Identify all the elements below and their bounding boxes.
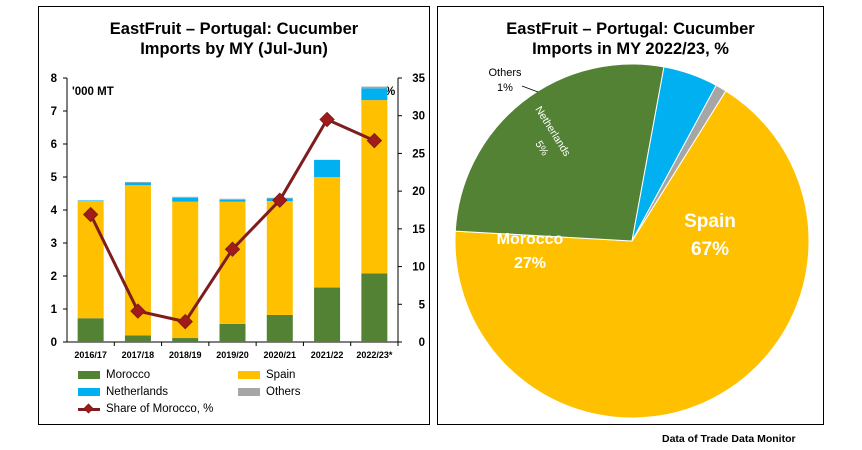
pie-slice-others [631,84,727,242]
right-tick-label: 10 [412,262,425,274]
bar-segment-spain [266,201,293,315]
legend-item-netherlands: Netherlands [78,386,168,398]
left-tick-label: 1 [51,304,58,316]
legend-swatch-netherlands [78,388,100,396]
left-tick-label: 6 [51,139,57,151]
bar-segment-netherlands [314,159,341,177]
left-tick-label: 4 [51,205,58,217]
legend-swatch-spain [238,371,260,379]
left-tick-label: 7 [51,106,57,118]
bar-segment-netherlands [361,88,388,101]
pie-label-others: Others [488,67,522,79]
bar-segment-morocco [124,335,151,342]
x-tick-label: 2016/17 [74,350,107,360]
legend-swatch-others [238,388,260,396]
x-tick-label: 2021/22 [311,350,344,360]
right-tick-label: 20 [412,186,425,198]
legend-label-netherlands: Netherlands [106,386,169,398]
legend-item-others: Others [238,386,301,398]
right-tick-label: 5 [419,299,426,311]
pie-value-spain: 67% [691,239,729,260]
left-axis-unit-label: '000 MT [72,86,114,98]
left-tick-label: 0 [51,337,57,349]
bar-segment-morocco [266,314,293,342]
bar-segment-netherlands [172,197,199,202]
x-tick-label: 2020/21 [264,350,297,360]
pie-value-morocco: 27% [514,255,546,272]
legend-label-morocco: Morocco [106,369,151,381]
bar-chart-title: EastFruit – Portugal: Cucumber Imports b… [39,19,429,59]
right-tick-label: 35 [412,73,425,85]
bar-segment-others [361,86,388,89]
bar-segment-others [124,181,151,183]
legend-label-others: Others [266,386,301,398]
bar-segment-morocco [172,338,199,342]
pie-leader-line-others [521,85,539,93]
bar-segment-netherlands [124,182,151,186]
x-tick-label: 2022/23* [356,350,393,360]
bar-chart-title-line1: EastFruit – Portugal: Cucumber [109,20,359,38]
pie-value-others: 1% [497,82,513,94]
left-tick-label: 5 [51,172,58,184]
legend-swatch-morocco [78,371,100,379]
left-tick-label: 8 [51,73,58,85]
share-point [130,303,146,319]
right-axis-unit-label: % [385,86,395,98]
bar-chart-title-line2: Imports by MY (Jul-Jun) [140,40,328,58]
share-point [177,313,193,330]
bar-segment-spain [314,177,341,288]
pie-label-morocco: Morocco [497,231,564,248]
bar-segment-morocco [361,273,388,342]
legend-swatch-share [78,403,100,414]
legend-item-share: Share of Morocco, % [78,403,213,415]
right-tick-label: 15 [412,224,425,236]
pie-chart-title: EastFruit – Portugal: Cucumber Imports i… [438,19,823,59]
bar-segment-morocco [314,287,341,342]
bar-segment-others [219,198,246,200]
legend-item-spain: Spain [238,369,295,381]
legend-label-spain: Spain [266,369,296,381]
pie-slice-spain [454,90,810,419]
right-tick-label: 30 [412,111,425,123]
bar-segment-netherlands [77,200,104,202]
bar-segment-others [172,196,199,198]
share-point [366,132,383,149]
right-tick-label: 25 [412,148,425,160]
pie-chart-title-line2: Imports in MY 2022/23, % [532,40,729,58]
share-point [82,206,99,223]
right-tick-label: 0 [419,337,425,349]
x-tick-label: 2019/20 [216,350,249,360]
bar-segment-morocco [219,323,246,342]
bar-segment-morocco [77,318,104,342]
bar-segment-netherlands [219,199,246,202]
pie-chart-title-line1: EastFruit – Portugal: Cucumber [506,20,755,38]
legend-item-morocco: Morocco [78,369,150,381]
pie-label-spain: Spain [684,211,736,232]
share-point [319,111,335,128]
x-tick-label: 2018/19 [169,350,202,360]
left-tick-label: 3 [51,238,57,250]
pie-slice-morocco [454,63,665,242]
source-note: Data of Trade Data Monitor [662,433,796,445]
share-point [224,241,241,257]
left-tick-label: 2 [51,271,57,283]
share-point [272,192,288,208]
x-tick-label: 2017/18 [122,350,155,360]
legend-label-share: Share of Morocco, % [106,403,214,415]
bar-segment-spain [361,100,388,274]
